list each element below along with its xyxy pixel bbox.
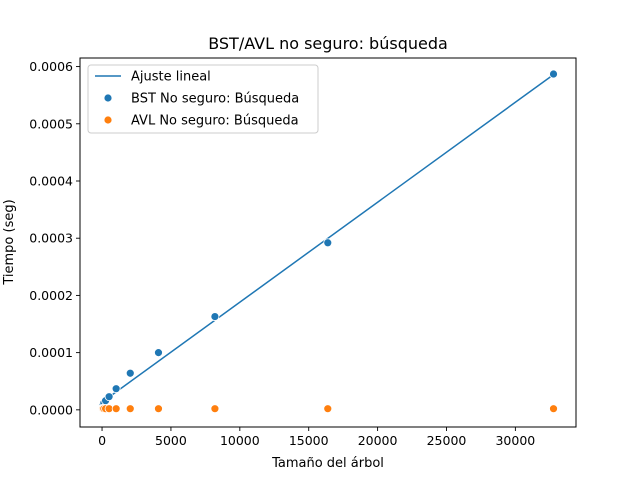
legend-label: AVL No seguro: Búsqueda <box>131 114 299 129</box>
bst-point <box>154 348 163 358</box>
x-axis: 0 5000 10000 15000 20000 25000 30000 <box>98 427 535 448</box>
avl-point <box>125 404 135 414</box>
legend: Ajuste lineal BST No seguro: Búsqueda AVL … <box>87 64 319 134</box>
x-tick-label: 10000 <box>220 433 260 448</box>
avl-point <box>154 404 163 414</box>
y-tick-label: 0.0000 <box>29 402 73 417</box>
x-tick-label: 0 <box>98 433 106 448</box>
legend-marker-swatch <box>103 115 113 125</box>
legend-marker-swatch <box>103 93 113 103</box>
chart-title: BST/AVL no seguro: búsqueda <box>208 34 448 53</box>
y-tick-label: 0.0003 <box>29 231 73 246</box>
x-tick-label: 5000 <box>155 433 187 448</box>
y-tick-label: 0.0005 <box>29 116 73 131</box>
axes-frame <box>79 57 577 428</box>
legend-box <box>87 64 319 134</box>
legend-label: BST No seguro: Búsqueda <box>131 92 299 107</box>
fit-line <box>101 73 554 403</box>
x-tick-label: 25000 <box>427 433 467 448</box>
avl-point <box>549 404 558 414</box>
x-axis-label: Tamaño del árbol <box>271 456 384 471</box>
x-tick-label: 30000 <box>495 433 535 448</box>
bst-point <box>549 69 558 79</box>
bst-point <box>111 384 121 394</box>
avl-point <box>323 404 333 414</box>
bst-point <box>210 312 220 321</box>
y-tick-label: 0.0002 <box>29 288 73 303</box>
y-axis-label: Tiempo (seg) <box>2 199 17 285</box>
x-tick-label: 20000 <box>358 433 398 448</box>
bst-point <box>104 392 114 402</box>
legend-label: Ajuste lineal <box>131 70 211 85</box>
avl-point <box>210 404 220 414</box>
y-tick-label: 0.0001 <box>29 345 73 360</box>
y-tick-label: 0.0004 <box>29 174 73 189</box>
y-tick-label: 0.0006 <box>29 59 73 74</box>
bst-point <box>125 368 135 378</box>
plot-area <box>97 69 558 414</box>
bst-point <box>323 238 333 248</box>
x-tick-label: 15000 <box>289 433 329 448</box>
avl-point <box>111 404 121 414</box>
y-axis: 0.0000 0.0001 0.0002 0.0003 0.0004 0.0005 0.00… <box>29 59 80 417</box>
